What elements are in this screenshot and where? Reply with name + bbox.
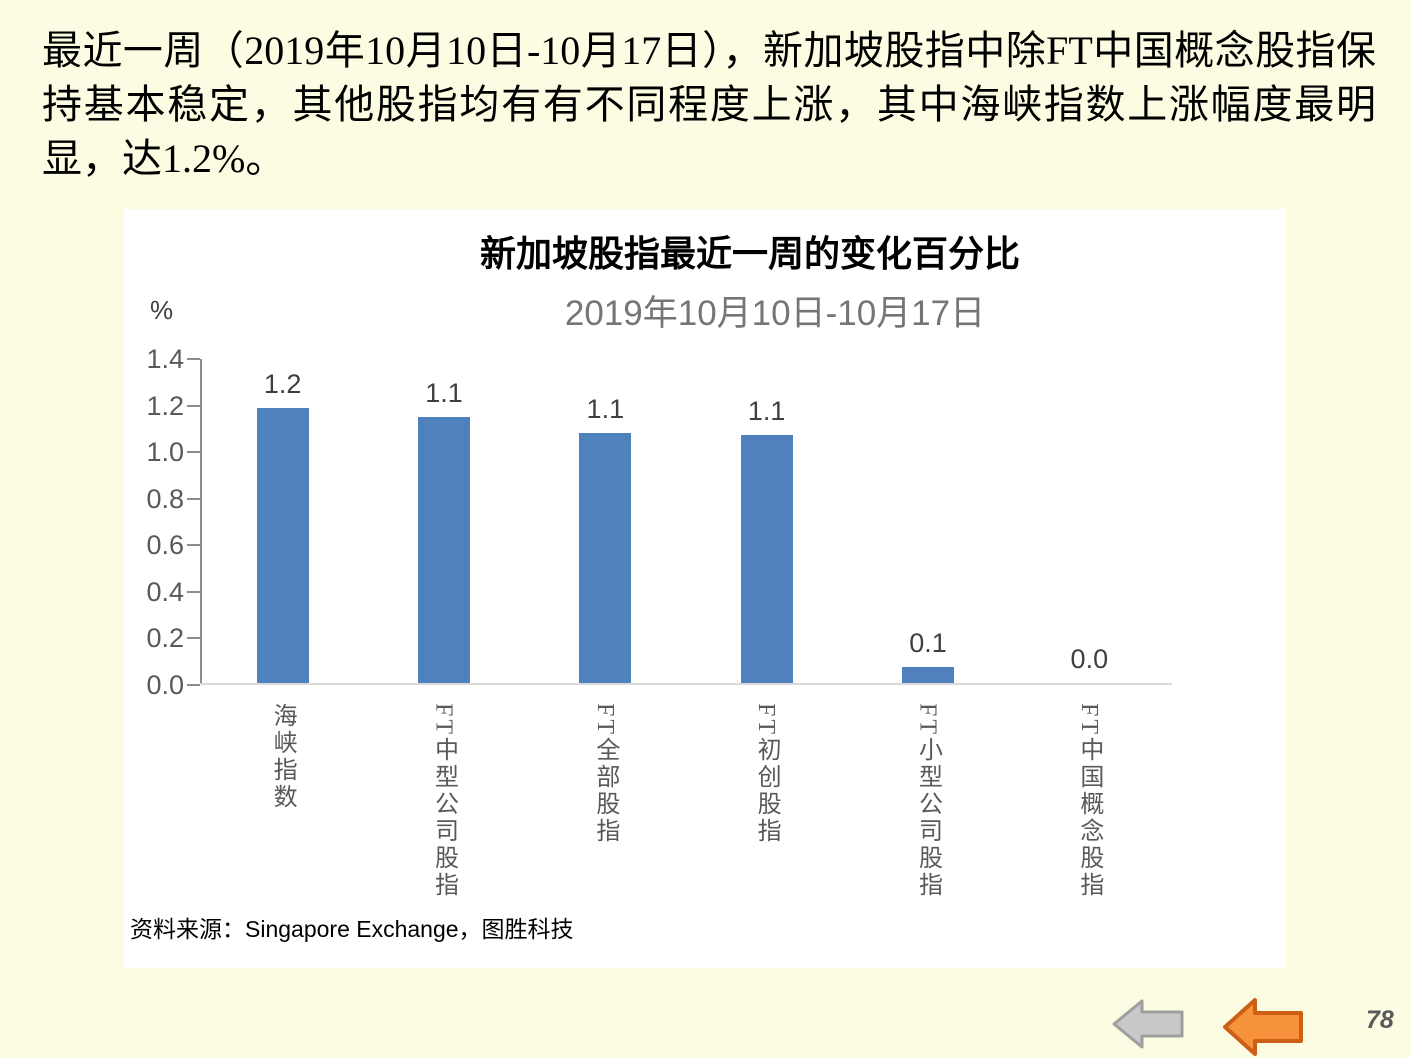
bar-1 <box>256 408 309 683</box>
y-tick-mark <box>187 404 200 407</box>
y-tick-mark <box>187 684 200 686</box>
back-arrow-orange-icon[interactable] <box>1222 997 1304 1057</box>
plot-area: 1.2 1.1 1.1 1.1 0.1 0.0 <box>202 359 1170 683</box>
x-axis-line <box>200 683 1172 685</box>
back-arrow-gray-shape <box>1112 999 1184 1049</box>
y-tick-label: 1.2 <box>146 390 184 421</box>
bar-value-label: 1.1 <box>586 394 625 424</box>
y-tick-mark <box>187 451 200 454</box>
bar-2 <box>418 417 470 683</box>
back-arrow-gray-icon[interactable] <box>1112 999 1184 1049</box>
bar-4 <box>740 435 793 683</box>
y-tick-mark <box>187 544 200 547</box>
y-tick-mark <box>187 590 200 593</box>
page-number: 78 <box>1366 1006 1394 1034</box>
chart-panel: 新加坡股指最近一周的变化百分比 2019年10月10日-10月17日 % 1.2… <box>124 209 1286 968</box>
y-tick-label: 0.4 <box>146 576 184 607</box>
chart-title: 新加坡股指最近一周的变化百分比 <box>479 233 1020 274</box>
x-category-label: FT中型公司股指 <box>430 703 457 900</box>
y-axis-unit-label: % <box>150 295 174 325</box>
y-tick-label: 1.4 <box>146 344 184 374</box>
bar-value-label: 1.2 <box>263 369 302 399</box>
bar-5 <box>902 667 954 683</box>
x-category-label: 海峡指数 <box>269 703 296 811</box>
back-arrow-orange-shape <box>1223 998 1303 1056</box>
x-category-label: FT中国概念股指 <box>1075 703 1102 900</box>
source-note: 资料来源：Singapore Exchange，图胜科技 <box>130 916 574 942</box>
bar-value-label: 1.1 <box>425 378 463 408</box>
y-tick-label: 0.2 <box>146 623 184 654</box>
x-category-label: FT小型公司股指 <box>914 703 941 900</box>
y-tick-label: 1.0 <box>146 437 184 468</box>
y-tick-mark <box>187 358 200 360</box>
x-category-label: FT初创股指 <box>753 703 780 846</box>
y-tick-label: 0.8 <box>146 483 184 514</box>
y-tick-mark <box>187 497 200 500</box>
bar-3 <box>579 433 632 683</box>
y-tick-label: 0.0 <box>146 670 184 700</box>
bar-value-label: 1.1 <box>747 396 786 426</box>
x-category-label: FT全部股指 <box>591 703 618 846</box>
y-tick-label: 0.6 <box>146 530 184 561</box>
bar-value-label: 0.0 <box>1070 644 1109 674</box>
y-axis-line <box>200 359 202 685</box>
bar-value-label: 0.1 <box>909 628 947 658</box>
y-tick-mark <box>187 637 200 640</box>
chart-subtitle: 2019年10月10日-10月17日 <box>564 294 986 333</box>
x-axis-labels: 海峡指数 FT中型公司股指 FT全部股指 FT初创股指 FT小型公司股指 FT中国概念股指 <box>202 703 1170 918</box>
intro-paragraph: 最近一周（2019年10月10日-10月17日），新加坡股指中除FT中国概念股指… <box>42 28 1376 181</box>
